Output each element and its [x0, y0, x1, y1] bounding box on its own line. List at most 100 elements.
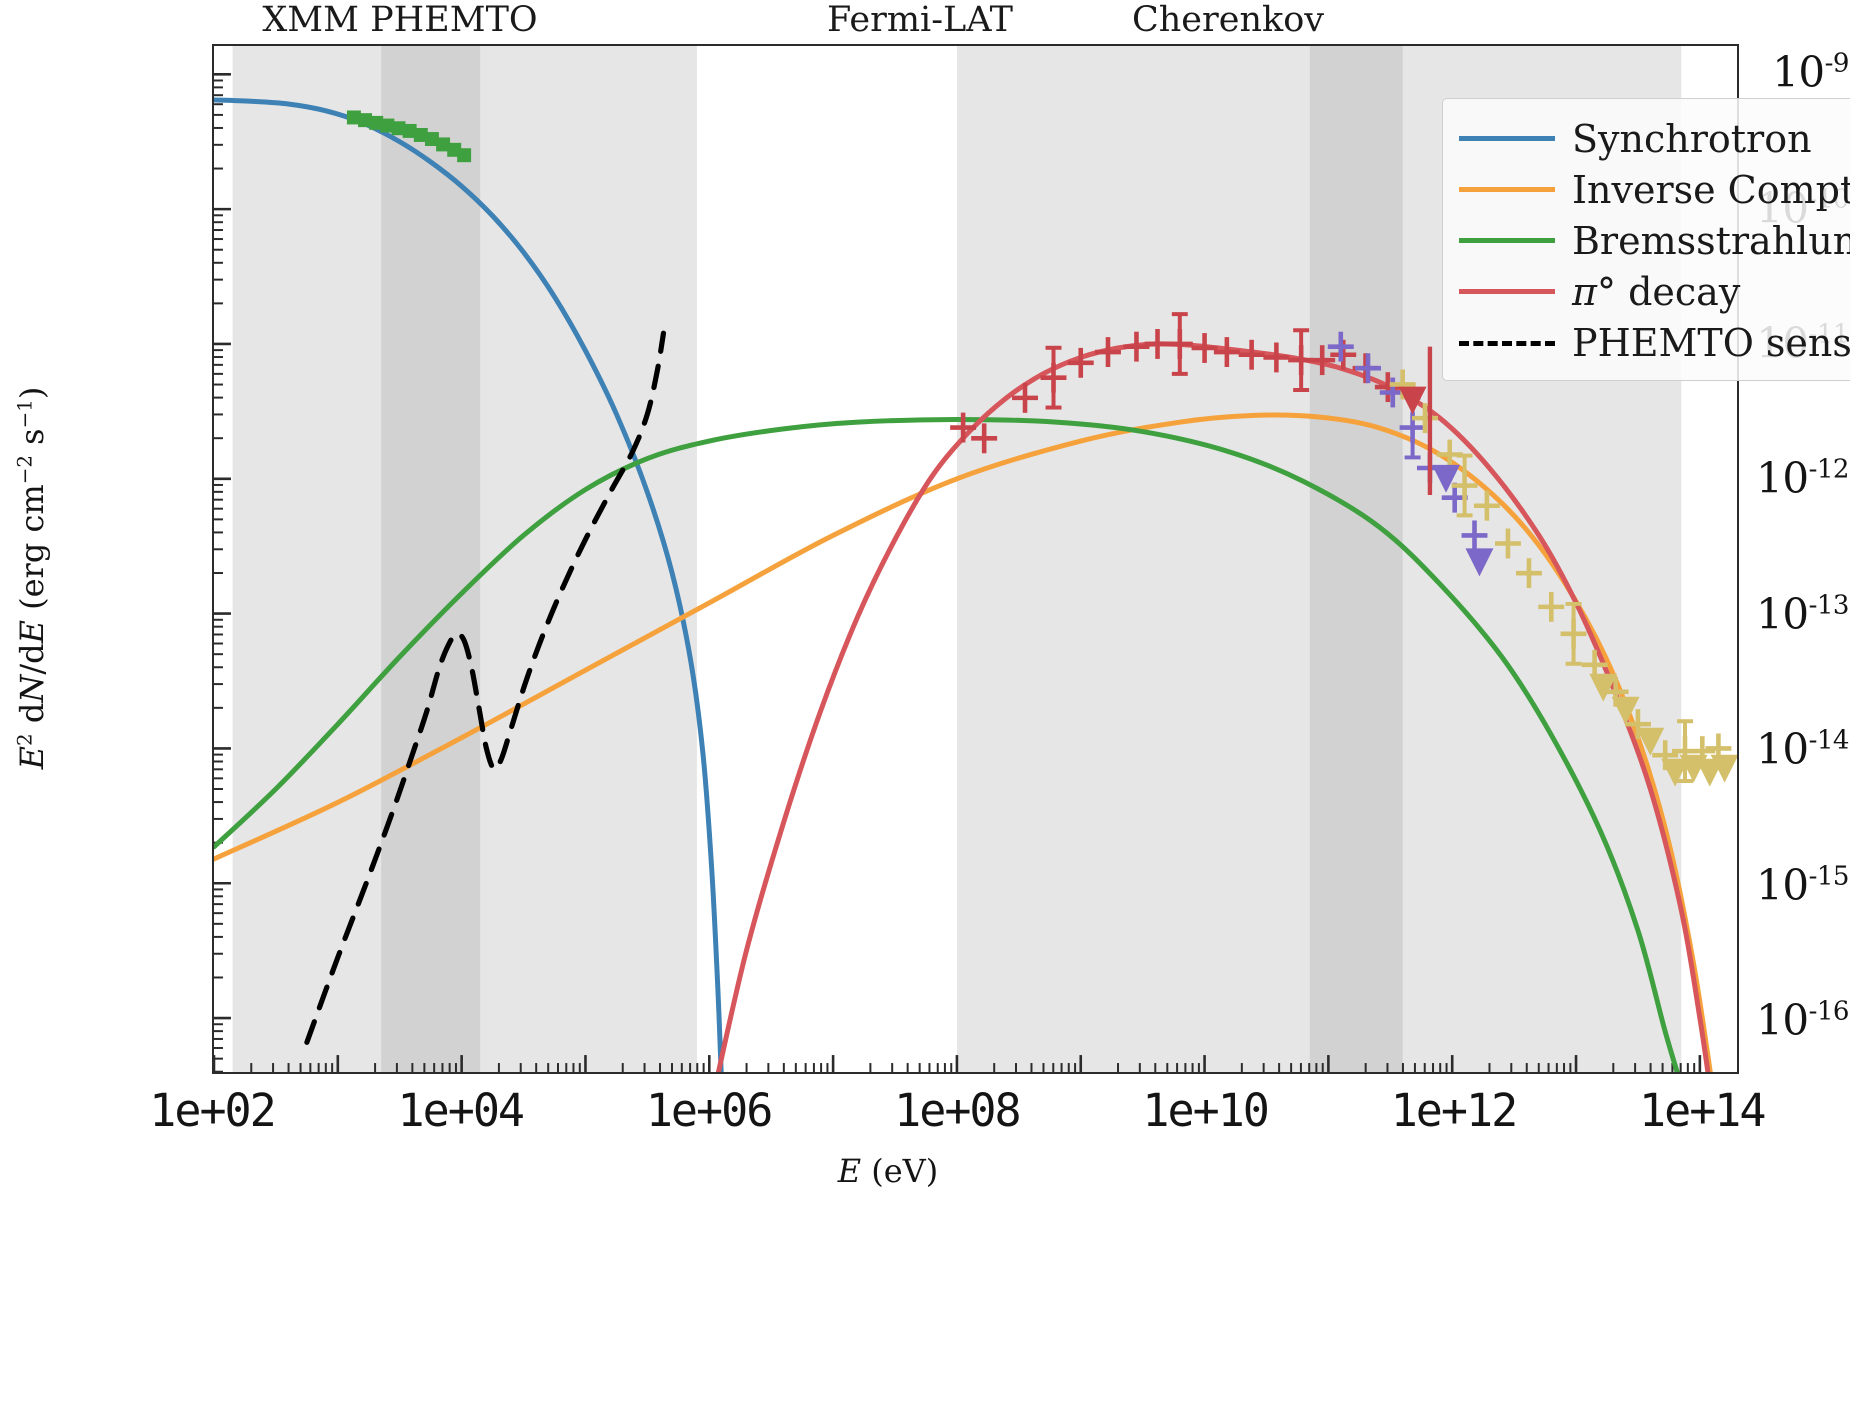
- band-label-xmm-phemto: XMM PHEMTO: [262, 0, 538, 40]
- legend-label: PHEMTO sensitivity: [1572, 320, 1850, 365]
- upper-limit-arrow: [1611, 696, 1640, 725]
- data-point: [1624, 709, 1651, 740]
- marker-square: [369, 115, 384, 130]
- legend: Synchrotron Inverse Compton Bremsstrahlung…: [1442, 98, 1850, 381]
- data-point: [1473, 490, 1500, 521]
- legend-item: Inverse Compton: [1459, 164, 1850, 215]
- data-point: [1166, 312, 1193, 376]
- data-point: [1327, 331, 1354, 362]
- data-point: [1461, 520, 1488, 551]
- band-label-fermi-lat: Fermi-LAT: [827, 0, 1013, 40]
- x-tick-label: 1e+10: [1142, 1084, 1269, 1137]
- data-point: [1451, 453, 1478, 518]
- data-point: [1494, 528, 1521, 559]
- data-point: [1123, 331, 1150, 362]
- x-tick-label: 1e+02: [149, 1084, 276, 1137]
- legend-line: [1459, 289, 1555, 294]
- y-tick-label: 10-9: [1772, 47, 1849, 97]
- shaded-energy-bands: [232, 46, 1682, 1072]
- data-point: [1412, 403, 1438, 434]
- data-point: [358, 113, 373, 128]
- upper-limit-arrow: [1636, 727, 1665, 756]
- data-point: [1095, 337, 1121, 367]
- upper-limit-arrow: [1398, 386, 1427, 415]
- band-label-cherenkov: Cherenkov: [1131, 0, 1325, 40]
- x-axis-title-unit: (eV): [861, 1152, 939, 1190]
- data-point: [1012, 382, 1038, 413]
- data-point: [1560, 601, 1587, 666]
- data-point: [457, 148, 472, 163]
- data-point: [424, 132, 439, 147]
- data-point: [950, 412, 977, 443]
- legend-label: Bremsstrahlung: [1572, 218, 1850, 263]
- plot-clip: [214, 46, 1737, 1072]
- x-tick-label: 1e+04: [397, 1084, 525, 1137]
- data-point: [346, 110, 361, 125]
- y-tick-label: 10-16: [1756, 995, 1849, 1045]
- marker-square: [457, 148, 472, 163]
- legend-label: Inverse Compton: [1572, 167, 1850, 212]
- legend-line: [1459, 238, 1555, 243]
- upper-limit-arrow: [1589, 673, 1618, 702]
- data-point: [1238, 339, 1265, 370]
- data-point: [1263, 342, 1290, 373]
- data-point: [1516, 558, 1542, 589]
- data-point: [1040, 345, 1067, 410]
- data-point: [1067, 347, 1094, 378]
- data-point: [436, 137, 451, 152]
- data-point: [971, 423, 998, 454]
- data-point: [1355, 353, 1381, 384]
- upper-limit-arrow: [1661, 758, 1690, 787]
- marker-square: [402, 123, 417, 138]
- marker-square: [358, 113, 373, 128]
- legend-item: PHEMTO sensitivity: [1459, 317, 1850, 368]
- curve-synchrotron: [214, 97, 724, 1072]
- band-cherenkov-inner: [1309, 46, 1403, 1072]
- x-tick-label: 1e+12: [1390, 1084, 1518, 1137]
- data-point: [1213, 337, 1240, 367]
- legend-line: [1459, 340, 1555, 346]
- data-point: [369, 115, 384, 130]
- data-point: [391, 121, 406, 136]
- x-axis-title-symbol: E: [837, 1152, 862, 1190]
- upper-limit-arrow: [1465, 548, 1494, 577]
- legend-line: [1459, 187, 1555, 192]
- data-point: [1374, 372, 1401, 403]
- data-point: [1309, 345, 1336, 376]
- plot-area: Synchrotron Inverse Compton Bremsstrahlung…: [212, 44, 1850, 1074]
- observed-data-points: [346, 110, 1737, 787]
- y-tick-label: 10-15: [1756, 860, 1849, 909]
- data-point: [1538, 591, 1565, 622]
- marker-square: [413, 128, 428, 142]
- upper-limit-arrow: [1432, 464, 1460, 493]
- plot-canvas: [214, 46, 1737, 1072]
- data-point: [1191, 333, 1218, 363]
- marker-square: [424, 132, 439, 147]
- x-axis-title: E (eV): [838, 1152, 939, 1190]
- legend-line: [1459, 136, 1555, 141]
- data-point: [1144, 329, 1171, 359]
- marker-square: [380, 118, 395, 133]
- curve-phemto-sensitivity: [304, 330, 667, 1045]
- data-point: [402, 123, 417, 138]
- marker-square: [346, 110, 361, 125]
- x-tick-label: 1e+14: [1639, 1084, 1766, 1137]
- y-axis-title-text: E2 dN/dE (erg cm−2 s−1): [13, 386, 51, 770]
- legend-item: π° decay: [1459, 266, 1850, 317]
- x-tick-label: 1e+08: [894, 1084, 1021, 1137]
- data-point: [413, 128, 428, 142]
- x-tick-label: 1e+06: [645, 1084, 773, 1137]
- legend-label: Synchrotron: [1572, 116, 1812, 161]
- marker-square: [391, 121, 406, 136]
- y-axis-title: E2 dN/dE (erg cm−2 s−1): [13, 318, 51, 838]
- legend-item: Bremsstrahlung: [1459, 215, 1850, 266]
- data-point: [380, 118, 395, 133]
- upper-limit-arrow: [1710, 754, 1737, 783]
- curve-bremsstrahlung: [214, 416, 1680, 1072]
- marker-square: [436, 137, 451, 152]
- legend-label: π° decay: [1572, 269, 1741, 314]
- y-tick-label: 10-12: [1756, 453, 1849, 503]
- y-tick-label: 10-14: [1756, 724, 1849, 774]
- y-tick-label: 10-13: [1756, 589, 1849, 639]
